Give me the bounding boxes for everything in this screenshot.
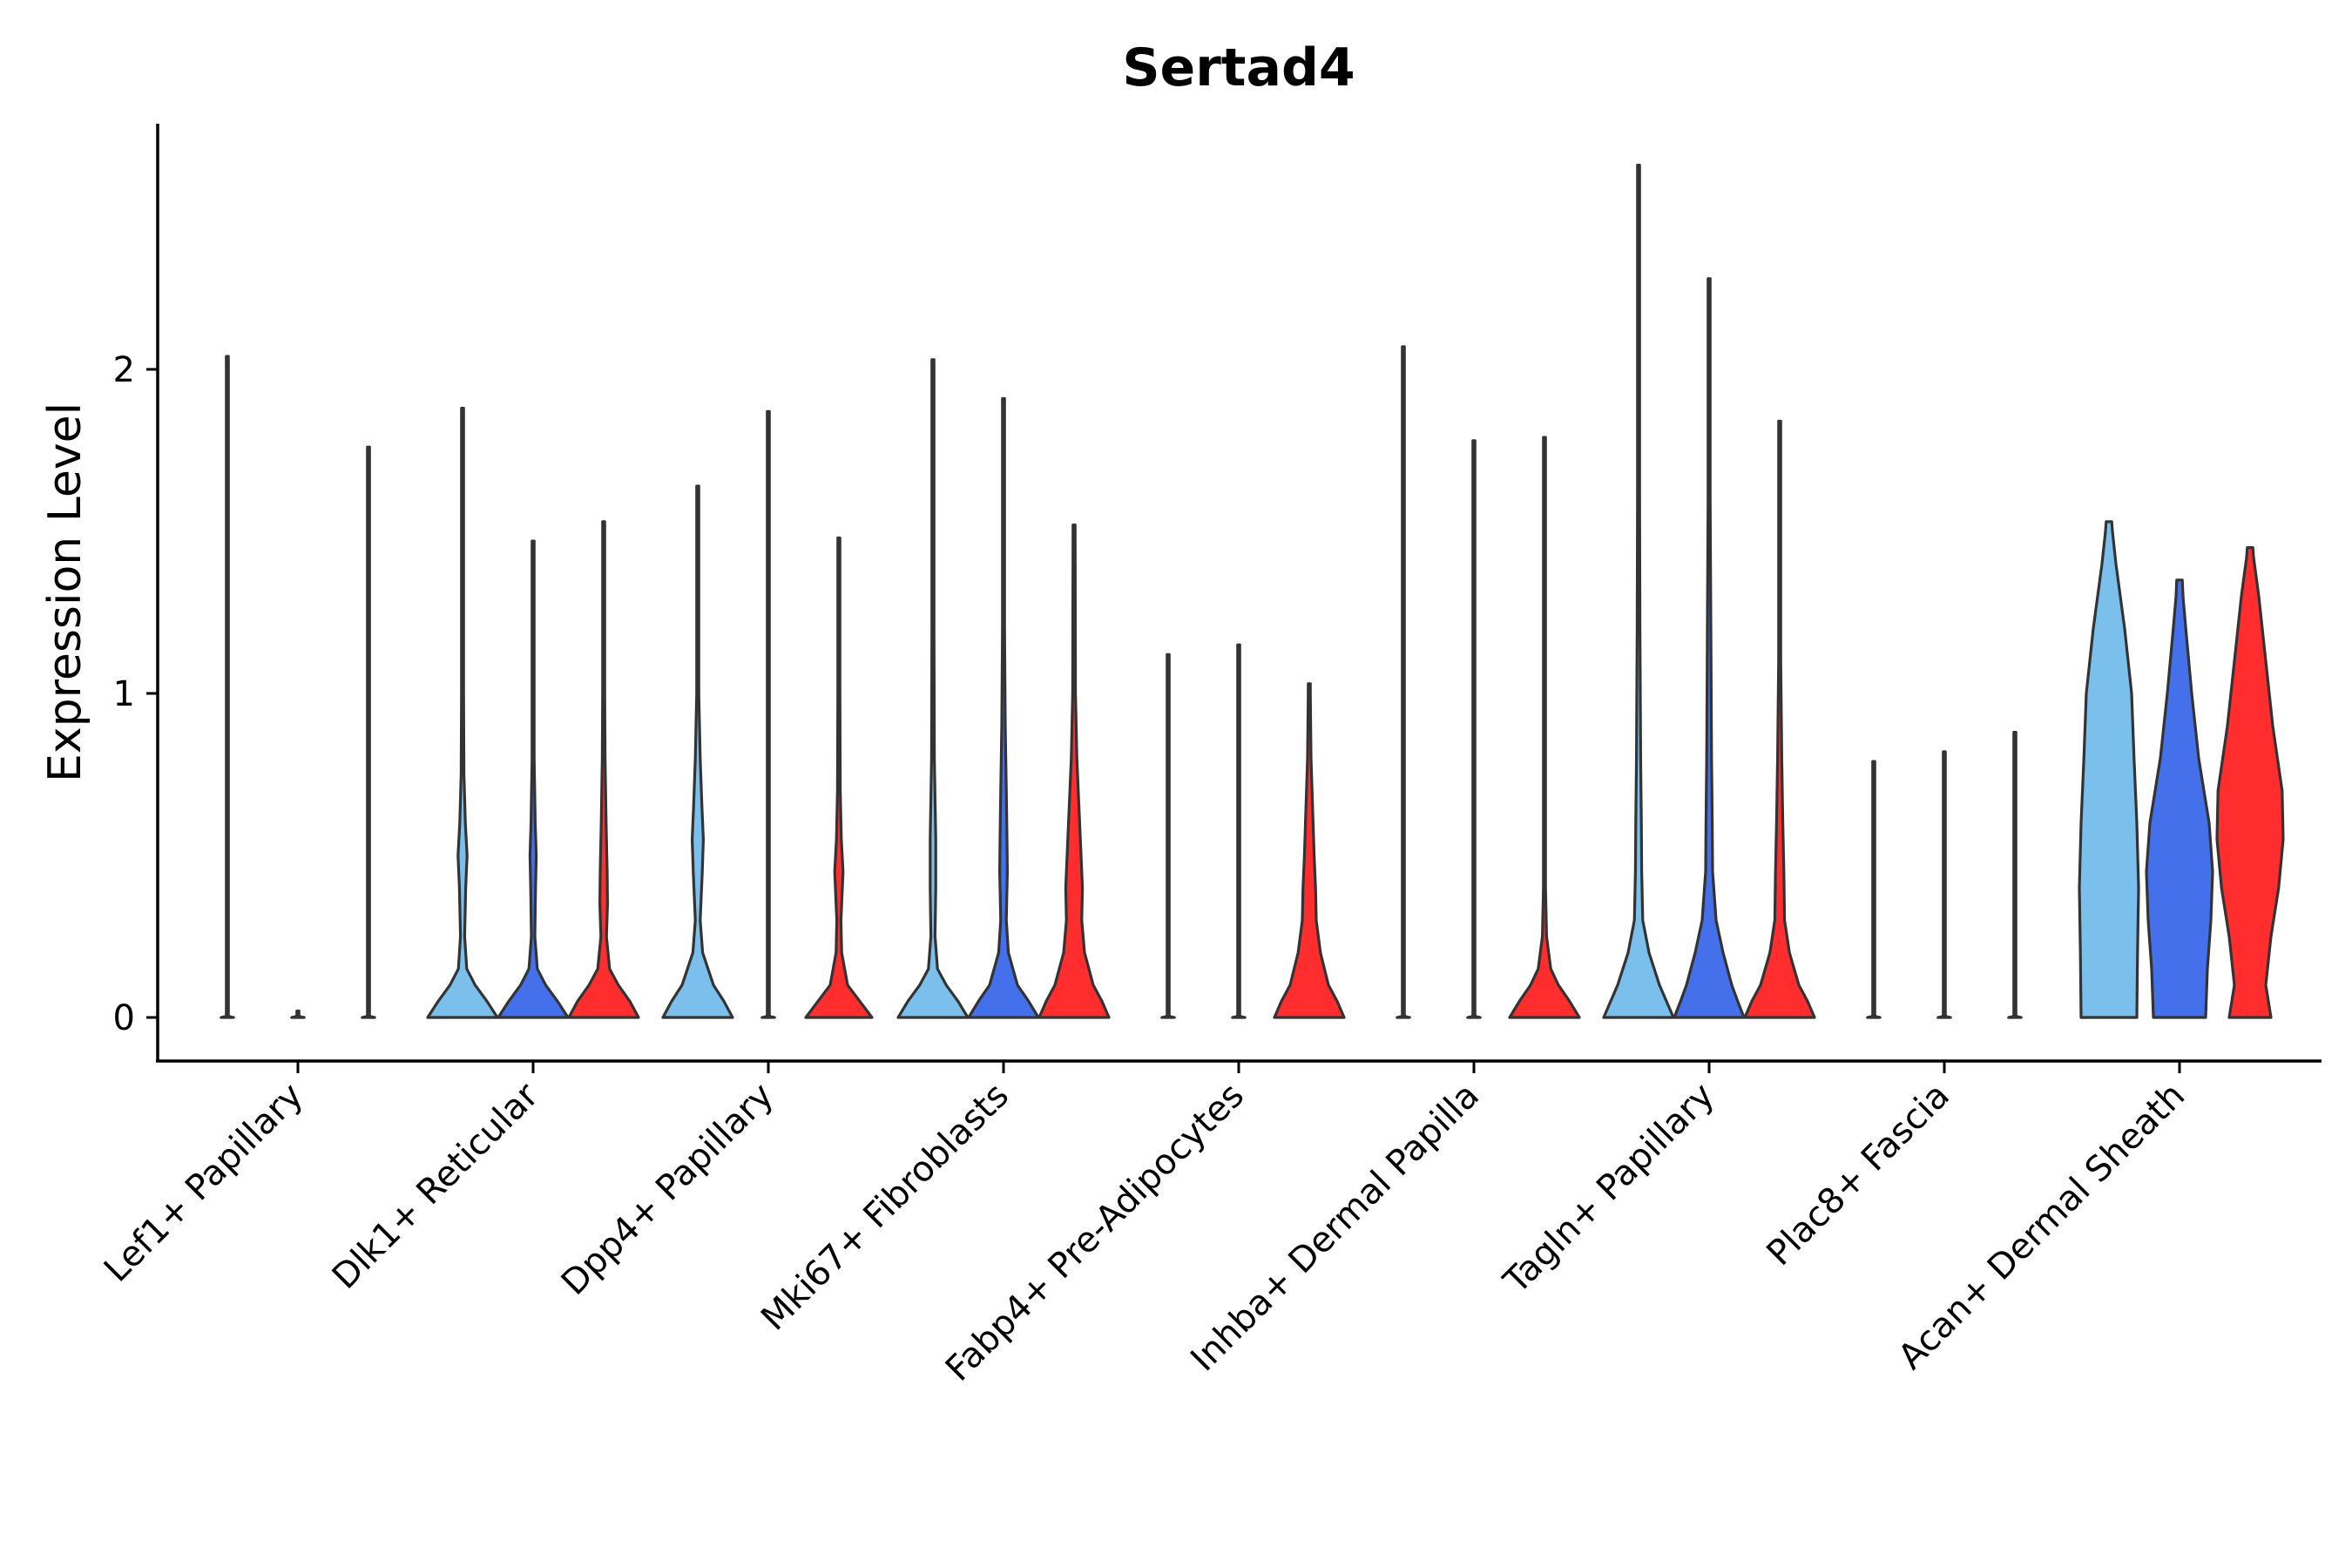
x-tick-label: Dpp4+ Papillary [554, 1076, 781, 1303]
x-tick-label: Plac8+ Fascia [1760, 1076, 1958, 1274]
violin-inhba-dermal-papilla-1 [1396, 345, 1411, 1019]
violin-tagln-papillary-3 [1743, 419, 1816, 1019]
violin-dlk1-reticular-1 [426, 407, 499, 1019]
violin-fabp4-pre-adipocytes-1 [1160, 652, 1176, 1019]
violin-plac8-fascia-3 [2007, 731, 2023, 1019]
violin-fabp4-pre-adipocytes-2 [1231, 643, 1247, 1019]
violin-mki67-fibroblasts-3 [1037, 523, 1111, 1019]
violin-dlk1-reticular-3 [567, 520, 640, 1019]
violin-acan-dermal-sheath-3 [2215, 546, 2285, 1019]
y-axis-label: Expression Level [39, 402, 91, 782]
y-tick-label: 1 [113, 674, 135, 714]
violin-dpp4-papillary-2 [760, 409, 776, 1019]
violin-dpp4-papillary-1 [661, 484, 734, 1019]
x-tick-label: Mki67+ Fibroblasts [754, 1076, 1017, 1339]
chart-title: Sertad4 [1122, 37, 1355, 98]
violin-acan-dermal-sheath-1 [2078, 520, 2140, 1019]
violin-plac8-fascia-2 [1936, 750, 1952, 1019]
violin-lef1-papillary-1 [220, 355, 235, 1019]
violin-inhba-dermal-papilla-2 [1466, 439, 1482, 1019]
violin-layer [220, 164, 2285, 1019]
violin-dpp4-papillary-3 [804, 536, 874, 1019]
x-axis: Lef1+ Papillary Dlk1+ Reticular Dpp4+ Papi… [97, 1061, 2193, 1389]
violin-plac8-fascia-1 [1866, 760, 1882, 1019]
y-tick-label: 2 [113, 350, 135, 390]
violin-tagln-papillary-1 [1602, 164, 1675, 1019]
violin-acan-dermal-sheath-2 [2145, 578, 2214, 1019]
x-tick-label: Lef1+ Papillary [97, 1076, 311, 1290]
violin-mki67-fibroblasts-2 [967, 396, 1040, 1019]
violin-mki67-fibroblasts-1 [896, 358, 970, 1019]
violin-lef1-papillary-2 [290, 1009, 306, 1019]
y-tick-label: 0 [113, 998, 135, 1038]
violin-tagln-papillary-2 [1673, 277, 1746, 1019]
violin-fabp4-pre-adipocytes-3 [1273, 682, 1346, 1019]
violin-dlk1-reticular-2 [497, 539, 570, 1019]
x-tick-label: Tagln+ Papillary [1496, 1076, 1722, 1302]
x-tick-label: Dlk1+ Reticular [325, 1075, 547, 1297]
violin-inhba-dermal-papilla-3 [1508, 436, 1581, 1019]
y-axis: 0 1 2 [113, 350, 158, 1038]
violin-lef1-papillary-3 [361, 445, 376, 1019]
